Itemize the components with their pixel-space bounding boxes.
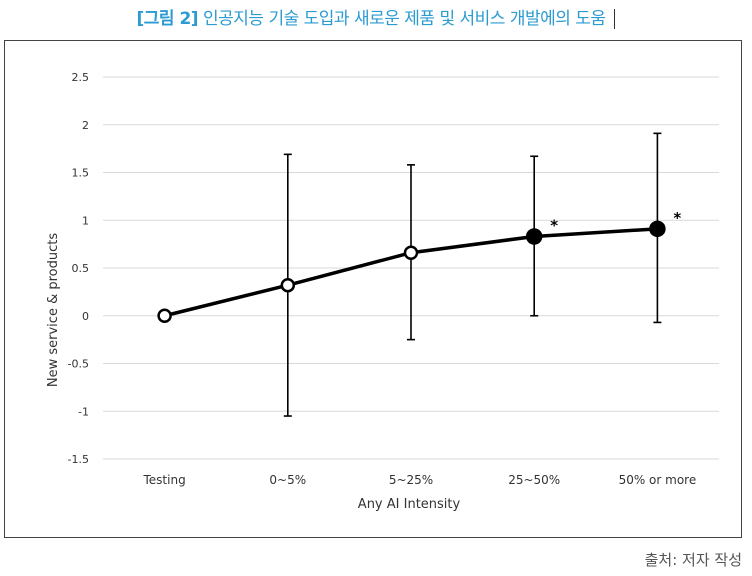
y-tick-label: 1 [82,214,89,227]
figure-number: [그림 2] [136,9,199,29]
y-tick-label: -1 [78,405,89,418]
y-tick-label: 0.5 [72,262,90,275]
error-bars [283,132,662,417]
y-tick-labels: -1.5 -1 -0.5 0 0.5 1 1.5 2 2.5 [68,71,89,466]
source-note: 출처: 저자 작성 [644,551,742,569]
data-point [649,220,666,238]
y-tick-label: 0 [82,310,89,323]
x-tick-label: 50% or more [619,473,697,487]
chart-frame: -1.5 -1 -0.5 0 0.5 1 1.5 2 2.5 Testing 0~5% 5~25% 2… [4,40,742,538]
data-point [280,277,296,293]
figure-title: [그림 2] 인공지능 기술 도입과 새로운 제품 및 서비스 개발에의 도움 [0,4,752,34]
x-tick-label: 25~50% [508,473,560,487]
x-tick-labels: Testing 0~5% 5~25% 25~50% 50% or more [143,473,697,487]
x-axis-label: Any AI Intensity [358,497,461,512]
x-tick-label: 5~25% [389,473,433,487]
x-tick-label: 0~5% [269,473,306,487]
y-tick-label: 2 [82,119,89,132]
title-divider [614,9,616,29]
y-tick-label: 1.5 [72,167,90,180]
figure-caption: 인공지능 기술 도입과 새로운 제품 및 서비스 개발에의 도움 [202,9,606,29]
line-chart: -1.5 -1 -0.5 0 0.5 1 1.5 2 2.5 Testing 0~5% 5~25% 2… [46,71,719,512]
data-points [157,220,666,323]
y-tick-label: -0.5 [68,358,89,371]
y-tick-label: -1.5 [68,453,89,466]
data-point [403,245,419,260]
significance-markers: * * [550,209,681,235]
x-tick-label: Testing [143,473,186,487]
data-point [157,308,172,323]
y-axis-label: New service & products [46,233,61,387]
significance-mark: * [673,209,681,227]
y-tick-label: 2.5 [72,71,90,84]
significance-mark: * [550,216,558,234]
data-point [525,228,543,245]
